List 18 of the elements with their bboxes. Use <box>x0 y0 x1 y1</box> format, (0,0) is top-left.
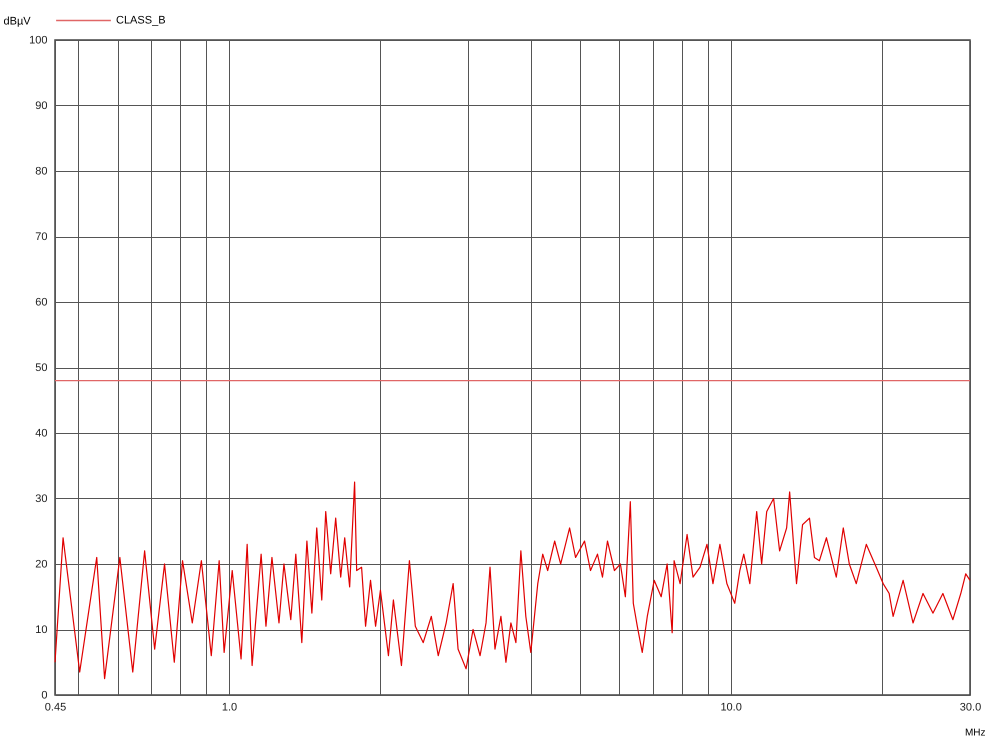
y-tick-label: 70 <box>35 231 48 243</box>
x-tick-label: 30.0 <box>960 702 982 714</box>
x-tick-label: 0.45 <box>44 702 66 714</box>
y-tick-label: 50 <box>35 362 48 374</box>
y-axis-title: dBµV <box>4 16 32 28</box>
x-tick-label: 10.0 <box>720 702 742 714</box>
y-tick-label: 10 <box>35 624 48 636</box>
y-tick-label: 0 <box>41 690 48 702</box>
y-tick-label: 60 <box>35 296 48 308</box>
x-tick-label: 1.0 <box>222 702 238 714</box>
y-tick-label: 30 <box>35 493 48 505</box>
y-tick-label: 100 <box>29 34 48 46</box>
y-tick-label: 20 <box>35 558 48 570</box>
legend-label: CLASS_B <box>116 14 166 26</box>
y-tick-label: 40 <box>35 428 48 440</box>
x-axis-title: MHz <box>964 728 986 738</box>
y-tick-label: 90 <box>35 100 48 112</box>
y-tick-label: 80 <box>35 166 48 178</box>
